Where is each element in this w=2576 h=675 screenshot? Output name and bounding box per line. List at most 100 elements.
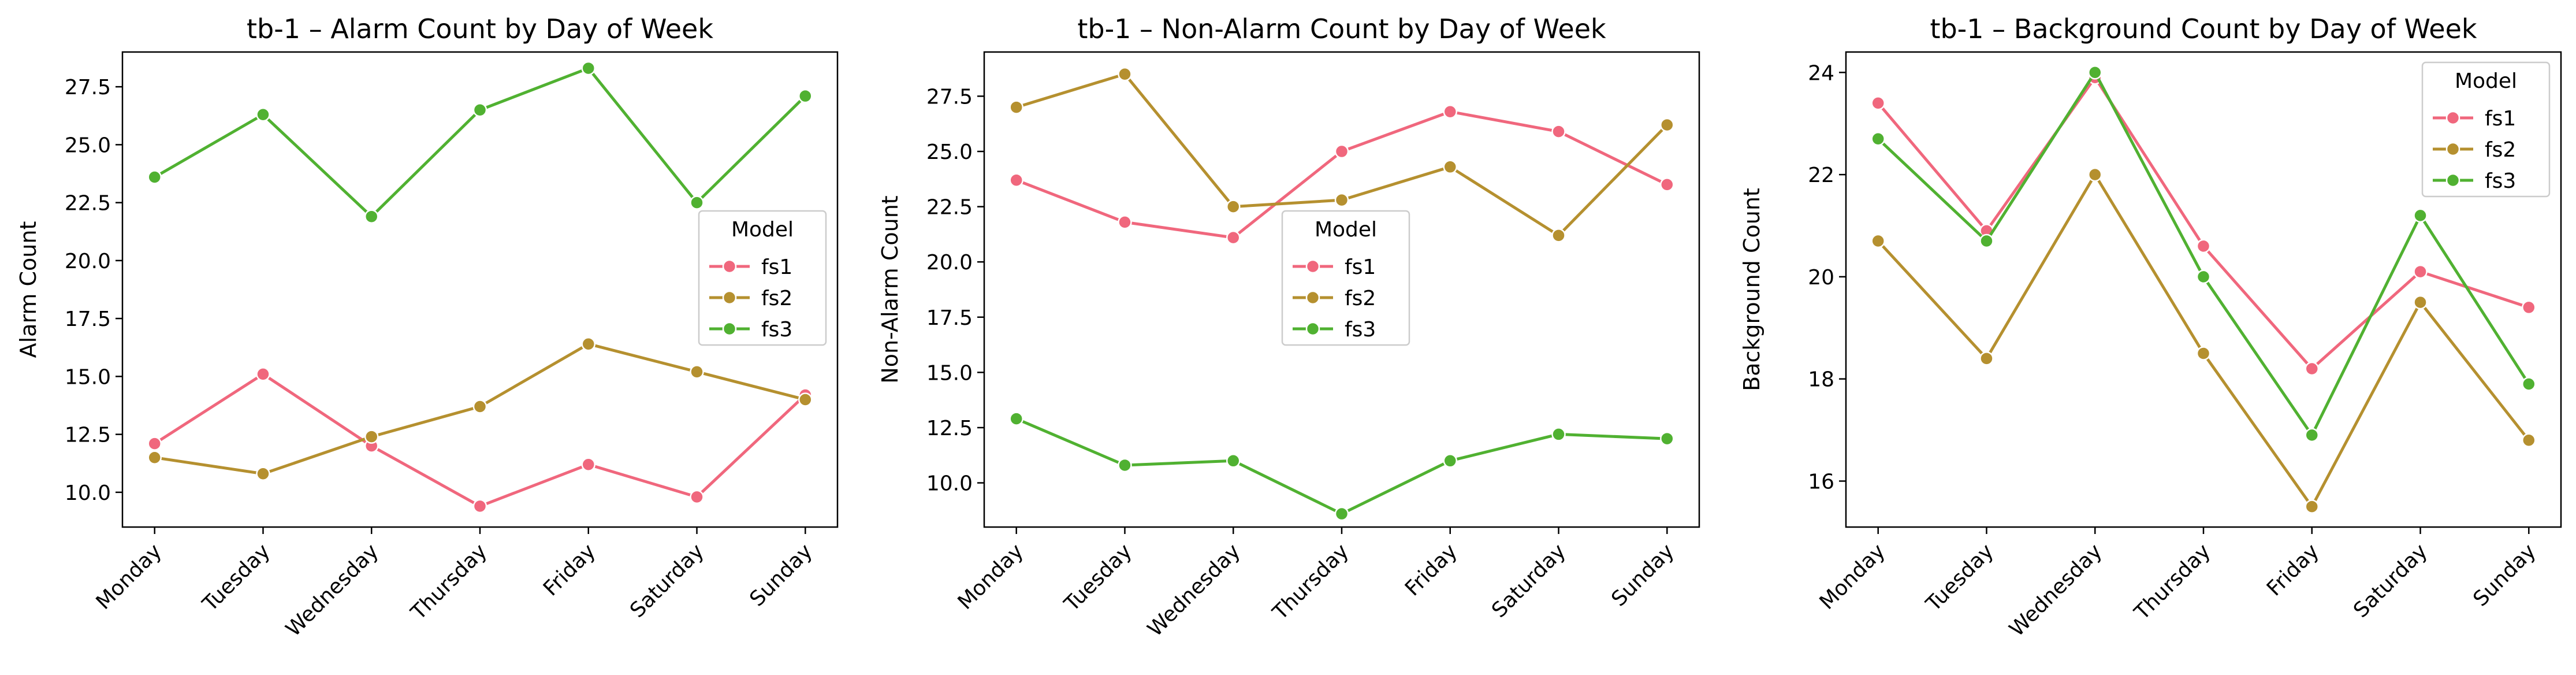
data-point-fs3: [256, 107, 270, 122]
legend-label: fs1: [761, 255, 792, 279]
data-point-fs2: [256, 466, 270, 481]
x-tick-label: Friday: [2262, 539, 2324, 600]
data-point-fs3: [1334, 506, 1349, 521]
data-point-fs2: [1443, 160, 1458, 175]
legend-label: fs3: [2485, 169, 2516, 193]
x-tick-label: Sunday: [1607, 539, 1678, 611]
data-point-fs1: [147, 436, 162, 451]
data-point-fs1: [2305, 361, 2320, 376]
x-tick-label: Thursday: [1268, 539, 1353, 625]
chart-title: tb-1 – Background Count by Day of Week: [1930, 13, 2477, 44]
data-point-fs2: [1551, 228, 1566, 243]
data-point-fs1: [690, 489, 704, 505]
y-tick-label: 16: [1808, 470, 1834, 494]
data-point-fs2: [581, 336, 596, 351]
series-line-fs3: [1015, 417, 1667, 515]
data-point-fs3: [1979, 233, 1994, 249]
y-tick-label: 20.0: [65, 250, 111, 273]
legend-box: [1281, 210, 1410, 346]
x-tick-label: Tuesday: [1922, 539, 1998, 616]
data-point-fs1: [1443, 104, 1458, 119]
y-tick-label: 15.0: [926, 361, 973, 385]
data-point-fs3: [2305, 428, 2320, 443]
legend-label: fs1: [1345, 255, 1376, 279]
data-point-fs3: [2522, 377, 2536, 391]
data-point-fs2: [1334, 192, 1349, 207]
y-axis-label: Background Count: [1739, 188, 1765, 391]
data-point-fs1: [1660, 177, 1674, 192]
data-point-fs2: [1979, 351, 1994, 366]
data-point-fs1: [1334, 144, 1349, 159]
data-point-fs3: [1660, 431, 1674, 446]
data-point-fs2: [798, 392, 813, 407]
data-point-fs3: [581, 61, 596, 76]
data-point-fs2: [690, 365, 704, 379]
x-tick-label: Friday: [1401, 539, 1462, 600]
x-tick-label: Sunday: [745, 539, 817, 611]
data-point-fs3: [2087, 65, 2102, 80]
y-tick-label: 18: [1808, 368, 1834, 392]
data-point-fs1: [2196, 239, 2211, 254]
series-line-fs2: [1877, 173, 2530, 509]
legend: Model fs1 fs2 fs3: [2421, 61, 2551, 198]
legend: Model fs1 fs2 fs3: [698, 210, 827, 346]
plot-area-frame: [983, 51, 1700, 528]
y-tick-label: 27.5: [926, 85, 973, 109]
x-tick-label: Wednesday: [1143, 539, 1245, 641]
x-tick-label: Saturday: [1487, 539, 1570, 622]
legend-title: Model: [731, 218, 794, 242]
legend-swatch-marker: [1305, 259, 1320, 274]
legend-title: Model: [2455, 69, 2517, 93]
legend-box: [698, 210, 827, 346]
y-tick-label: 10.0: [65, 481, 111, 505]
data-point-fs3: [1226, 454, 1241, 468]
data-point-fs3: [1871, 132, 1885, 146]
x-tick-label: Thursday: [406, 539, 492, 625]
data-point-fs2: [1226, 199, 1241, 214]
y-tick-label: 25.0: [65, 133, 111, 157]
x-tick-label: Saturday: [2349, 539, 2432, 622]
y-tick-label: 12.5: [65, 424, 111, 447]
x-tick-label: Friday: [539, 539, 600, 600]
y-tick-label: 25.0: [926, 140, 973, 164]
data-point-fs1: [1551, 124, 1566, 139]
data-point-fs3: [1551, 427, 1566, 442]
y-tick-label: 15.0: [65, 365, 111, 389]
x-tick-label: Monday: [1815, 539, 1890, 614]
chart-title: tb-1 – Non-Alarm Count by Day of Week: [1077, 13, 1606, 44]
data-point-fs1: [1871, 96, 1885, 110]
data-point-fs2: [364, 429, 379, 444]
y-tick-label: 24: [1808, 61, 1834, 85]
chart-title: tb-1 – Alarm Count by Day of Week: [247, 13, 713, 44]
data-point-fs1: [1226, 230, 1241, 245]
data-point-fs2: [1660, 117, 1674, 132]
data-point-fs2: [472, 399, 487, 414]
data-point-fs2: [2196, 346, 2211, 361]
y-tick-label: 20: [1808, 266, 1834, 290]
data-point-fs3: [798, 88, 813, 103]
data-point-fs1: [472, 499, 487, 514]
y-tick-label: 20.0: [926, 251, 973, 275]
legend-label: fs2: [761, 287, 792, 310]
data-point-fs3: [690, 195, 704, 210]
y-axis-label: Alarm Count: [16, 221, 41, 358]
legend-title: Model: [1315, 218, 1377, 242]
y-tick-label: 27.5: [65, 76, 111, 99]
x-tick-label: Monday: [92, 539, 166, 614]
data-point-fs1: [581, 457, 596, 472]
data-point-fs3: [1009, 411, 1023, 426]
data-point-fs2: [2087, 167, 2102, 182]
x-tick-label: Thursday: [2130, 539, 2215, 625]
legend-swatch-marker: [722, 321, 737, 336]
data-point-fs2: [1009, 100, 1023, 114]
x-tick-label: Tuesday: [1060, 539, 1137, 616]
y-tick-label: 22.5: [926, 196, 973, 220]
legend-swatch-marker: [722, 290, 737, 305]
legend-box: [2421, 61, 2551, 198]
data-point-fs2: [1118, 66, 1132, 81]
x-tick-label: Saturday: [626, 539, 709, 622]
data-point-fs3: [2413, 208, 2428, 223]
data-point-fs3: [1443, 454, 1458, 468]
chart-panel-2: tb-1 – Non-Alarm Count by Day of Week Non…: [877, 13, 1700, 641]
data-point-fs3: [364, 209, 379, 224]
